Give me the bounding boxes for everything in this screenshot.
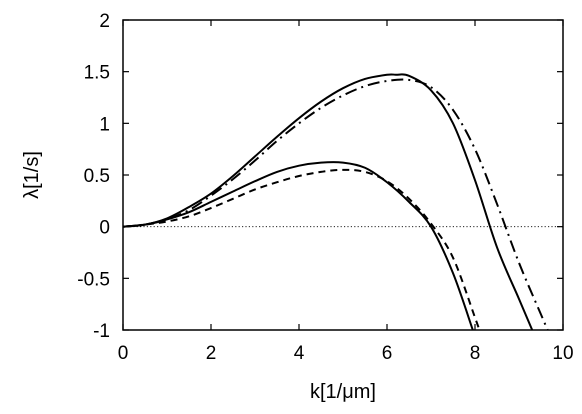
y-tick-label: 0.5 <box>84 166 110 187</box>
y-tick-label: 1.5 <box>84 63 110 84</box>
x-tick-label: 8 <box>470 343 481 364</box>
y-axis-label: λ[1/s] <box>21 151 43 199</box>
x-tick-label: 4 <box>294 343 305 364</box>
series-line-solid <box>123 161 474 330</box>
y-tick-label: 1 <box>99 114 110 135</box>
x-tick-label: 2 <box>206 343 217 364</box>
x-tick-label: 10 <box>552 343 573 364</box>
series-line-dash-dot <box>123 78 549 330</box>
y-tick-label: -0.5 <box>77 269 110 290</box>
x-axis-label: k[1/μm] <box>310 381 376 403</box>
series-line-solid <box>123 73 534 330</box>
y-tick-label: -1 <box>93 321 110 342</box>
plot-frame <box>122 19 564 331</box>
y-tick-label: 0 <box>99 218 110 239</box>
y-tick-label: 2 <box>99 11 110 32</box>
x-tick-label: 0 <box>118 343 129 364</box>
x-tick-label: 6 <box>382 343 393 364</box>
series-line-dashed <box>123 168 481 330</box>
